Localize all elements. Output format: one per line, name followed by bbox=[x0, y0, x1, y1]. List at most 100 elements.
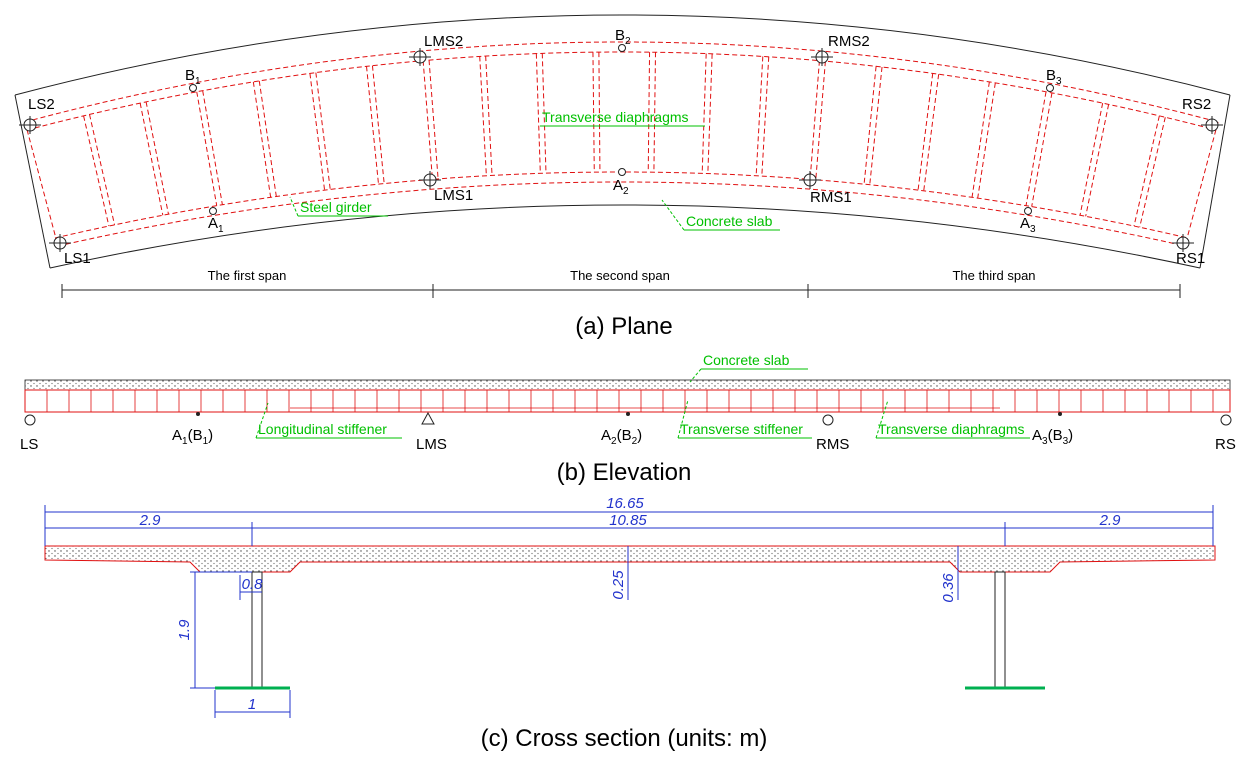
slab bbox=[45, 546, 1215, 572]
dimension-label: 0.8 bbox=[242, 576, 264, 593]
point-label: RMS2 bbox=[828, 33, 870, 50]
diaphragm bbox=[372, 66, 384, 184]
elevation: Concrete slab Longitudinal stiffener Tra… bbox=[20, 352, 1236, 486]
diaphragm bbox=[1134, 116, 1159, 226]
point-label: B1 bbox=[185, 67, 201, 87]
point-label: A1(B1) bbox=[172, 427, 213, 447]
dimension-label: 16.65 bbox=[606, 495, 644, 512]
dimension-label: 1 bbox=[248, 696, 256, 713]
label-sub: 3 bbox=[1056, 76, 1062, 87]
span-label: The first span bbox=[208, 268, 287, 283]
measure-point bbox=[1047, 85, 1054, 92]
support-symbol bbox=[823, 415, 833, 425]
diaphragm bbox=[90, 114, 115, 224]
label-base: B bbox=[1046, 67, 1056, 84]
support-label: RS bbox=[1215, 436, 1236, 453]
point-label: RS2 bbox=[1182, 96, 1211, 113]
diaphragm bbox=[480, 56, 487, 175]
diaphragm bbox=[316, 73, 330, 190]
annotation: Transverse stiffener bbox=[680, 421, 803, 437]
label-base: A bbox=[1020, 215, 1030, 232]
label-part: A bbox=[1032, 427, 1042, 444]
caption: (c) Cross section (units: m) bbox=[481, 725, 768, 752]
annotation: Concrete slab bbox=[686, 213, 773, 229]
diaphragm bbox=[1140, 117, 1166, 227]
support-symbol bbox=[422, 413, 434, 424]
label-part: A bbox=[601, 427, 611, 444]
measure-point bbox=[196, 412, 200, 416]
span-label: The third span bbox=[952, 268, 1035, 283]
dimension-label: 2.9 bbox=[1099, 512, 1122, 529]
diaphragm bbox=[702, 54, 706, 174]
diaphragm bbox=[140, 103, 163, 215]
label-base: A bbox=[208, 215, 218, 232]
diaphragm bbox=[756, 56, 763, 175]
measure-point bbox=[619, 169, 626, 176]
plane: The first span The second span The third… bbox=[15, 15, 1230, 340]
dimension-label: 2.9 bbox=[139, 512, 162, 529]
diaphragm bbox=[1026, 92, 1046, 206]
caption: (b) Elevation bbox=[557, 459, 692, 486]
annotation: Steel girder bbox=[300, 199, 372, 215]
point-label: A3 bbox=[1020, 215, 1036, 235]
dimension-label: 0.36 bbox=[940, 573, 957, 603]
diaphragm bbox=[1032, 93, 1052, 207]
annotation: Longitudinal stiffener bbox=[258, 421, 387, 437]
diaphragm bbox=[1080, 103, 1103, 215]
measure-point bbox=[190, 85, 197, 92]
label-part: ) bbox=[637, 427, 642, 444]
label-part: A bbox=[172, 427, 182, 444]
point-label: B3 bbox=[1046, 67, 1062, 87]
measure-point bbox=[619, 45, 626, 52]
girder-end bbox=[1185, 122, 1218, 246]
label-sub: 3 bbox=[1030, 224, 1036, 235]
diaphragm bbox=[367, 66, 379, 184]
dimension-lines bbox=[45, 505, 1213, 718]
diaphragm bbox=[197, 92, 217, 206]
label-part: (B bbox=[617, 427, 632, 444]
girder bbox=[25, 390, 1230, 412]
label-part: (B bbox=[188, 427, 203, 444]
caption: (a) Plane bbox=[575, 313, 672, 340]
label-part: (B bbox=[1048, 427, 1063, 444]
point-label: A1 bbox=[208, 215, 224, 235]
diaphragm bbox=[810, 61, 819, 180]
label-sub: 2 bbox=[623, 186, 629, 197]
point-label: LMS2 bbox=[424, 33, 463, 50]
diaphragm bbox=[1086, 104, 1109, 216]
diaphragm bbox=[870, 67, 882, 185]
diaphragm bbox=[536, 54, 540, 174]
diaphragm bbox=[924, 74, 939, 191]
point-label: A2 bbox=[613, 177, 629, 197]
leader bbox=[662, 200, 684, 230]
point-label: A2(B2) bbox=[601, 427, 642, 447]
point-label: LMS1 bbox=[434, 187, 473, 204]
diaphragm bbox=[310, 73, 325, 190]
diaphragm bbox=[486, 56, 492, 175]
diaphragm bbox=[708, 54, 712, 174]
measure-point bbox=[1025, 208, 1032, 215]
measure-point bbox=[210, 208, 217, 215]
point-label: RS1 bbox=[1176, 250, 1205, 267]
support-label: RMS bbox=[816, 436, 849, 453]
bearing-symbol bbox=[799, 171, 821, 189]
label-sub: 1 bbox=[218, 224, 224, 235]
diaphragm bbox=[816, 61, 826, 180]
label-sub: 2 bbox=[625, 36, 631, 47]
support-symbol bbox=[25, 415, 35, 425]
dimension-label: 1.9 bbox=[176, 619, 193, 641]
annotation: Transverse diaphragms bbox=[542, 109, 689, 125]
slab bbox=[25, 380, 1230, 390]
label-part: ) bbox=[208, 427, 213, 444]
point-label: B2 bbox=[615, 27, 631, 47]
annotation: Transverse diaphragms bbox=[878, 421, 1025, 437]
measure-point bbox=[1058, 412, 1062, 416]
diaphragm bbox=[203, 91, 223, 205]
point-label: LS2 bbox=[28, 96, 55, 113]
cross-section: 16.65 2.9 10.85 2.9 0.8 0.25 0.36 1.9 1 … bbox=[45, 495, 1215, 752]
diaphragm bbox=[84, 116, 109, 226]
point-label: LS1 bbox=[64, 250, 91, 267]
diaphragm bbox=[146, 102, 168, 214]
girder-web bbox=[995, 572, 1005, 688]
dimension-label: 10.85 bbox=[609, 512, 647, 529]
